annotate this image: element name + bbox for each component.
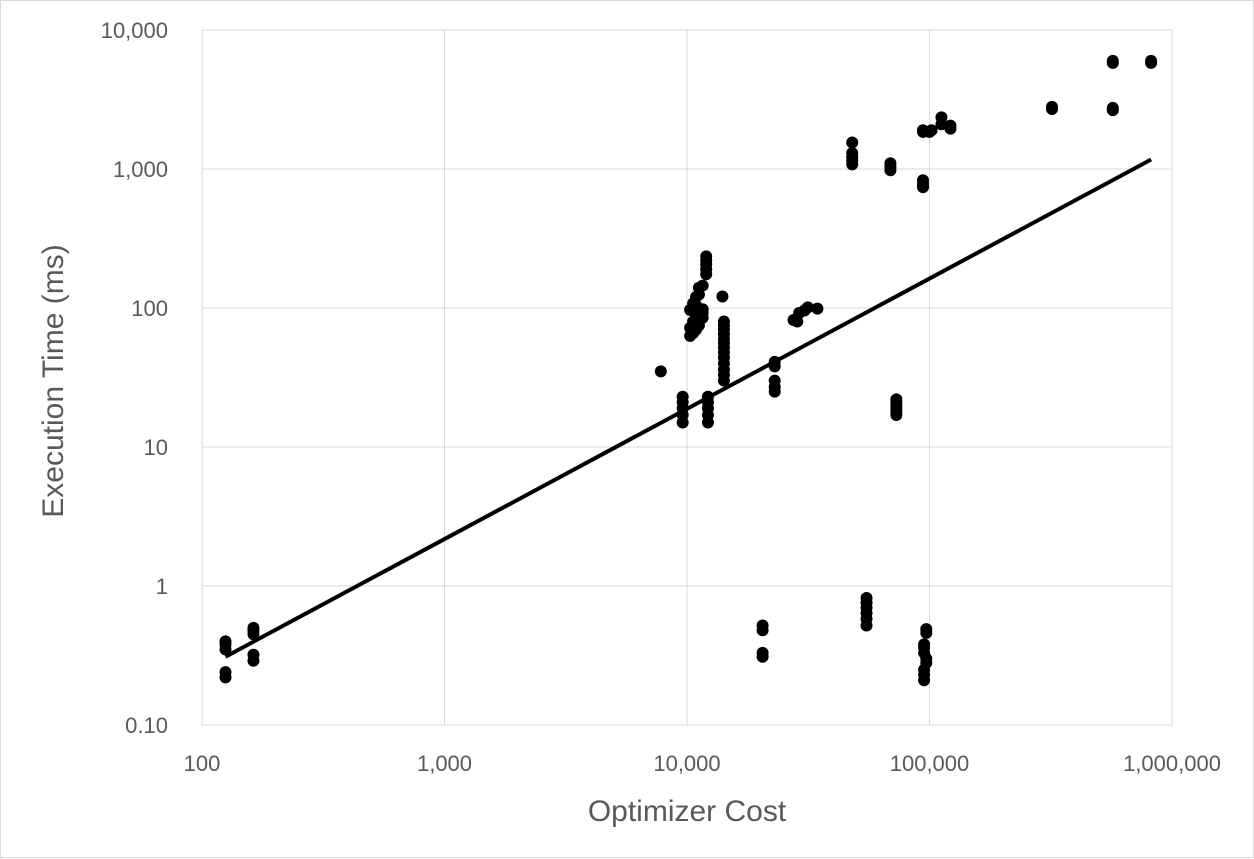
- data-point: [1145, 54, 1158, 67]
- x-tick-label: 1,000,000: [1123, 751, 1221, 776]
- x-axis-ticks: 100 1,000 10,000 100,000 1,000,000: [184, 751, 1221, 776]
- y-axis-title: Execution Time (ms): [37, 244, 70, 517]
- data-point: [860, 591, 873, 604]
- data-point: [756, 619, 769, 632]
- data-point: [801, 301, 814, 314]
- x-tick-label: 100: [184, 751, 221, 776]
- data-point: [247, 621, 260, 634]
- data-point: [717, 315, 730, 328]
- data-point: [935, 111, 948, 124]
- y-tick-label: 10: [144, 435, 168, 460]
- x-axis-title: Optimizer Cost: [588, 795, 787, 828]
- data-point: [944, 119, 957, 132]
- data-point: [916, 174, 929, 187]
- data-point: [1045, 100, 1058, 113]
- y-axis-ticks: 0.10 1 10 100 1,000 10,000: [101, 18, 168, 738]
- y-tick-label: 100: [131, 296, 168, 321]
- data-point: [1106, 101, 1119, 114]
- y-tick-label: 1,000: [113, 157, 168, 182]
- data-point: [846, 147, 859, 160]
- data-point: [925, 124, 938, 137]
- data-point: [1106, 54, 1119, 67]
- data-point: [884, 157, 897, 170]
- data-point: [716, 290, 729, 303]
- data-point: [696, 303, 709, 316]
- data-point: [219, 666, 232, 679]
- data-point: [920, 623, 933, 636]
- data-point: [890, 393, 903, 406]
- trendline: [224, 157, 1153, 659]
- data-point: [700, 250, 713, 263]
- data-point: [918, 638, 931, 651]
- data-point: [247, 648, 260, 661]
- plot-area: [201, 29, 1173, 726]
- data-point: [654, 365, 667, 378]
- x-tick-label: 100,000: [890, 751, 970, 776]
- x-tick-label: 1,000: [417, 751, 472, 776]
- y-tick-label: 10,000: [101, 18, 168, 43]
- gridlines: [202, 30, 1172, 725]
- x-tick-label: 10,000: [653, 751, 720, 776]
- data-point: [846, 136, 859, 149]
- data-point: [811, 302, 824, 315]
- data-point: [219, 635, 232, 648]
- data-point: [756, 646, 769, 659]
- data-point: [920, 652, 933, 665]
- data-point: [696, 279, 709, 292]
- data-points: [219, 54, 1158, 687]
- data-point: [768, 374, 781, 387]
- y-tick-label: 0.10: [125, 713, 168, 738]
- y-tick-label: 1: [156, 574, 168, 599]
- data-point: [676, 390, 689, 403]
